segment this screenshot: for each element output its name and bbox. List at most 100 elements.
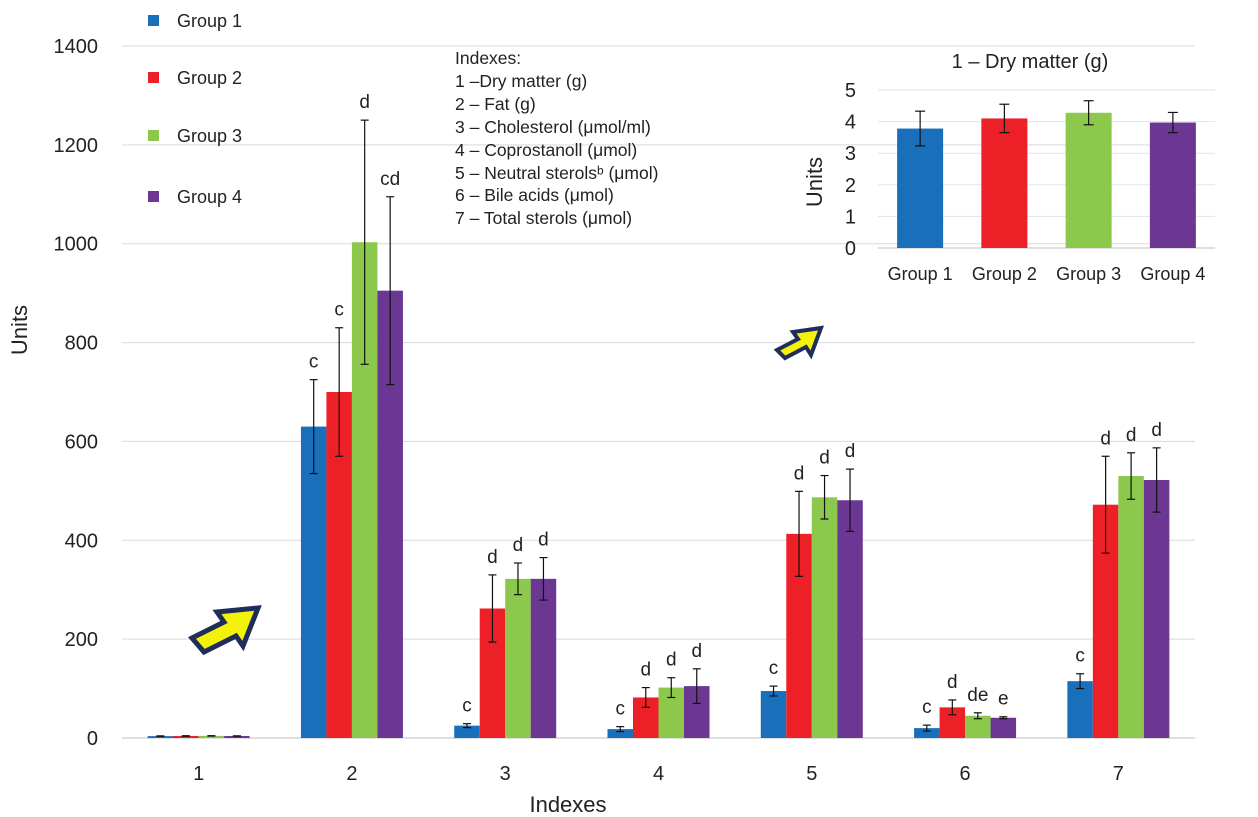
main-significance-letter: d [1126,425,1137,446]
legend-swatch [148,72,159,83]
main-significance-letter: e [998,689,1009,710]
inset-title: 1 – Dry matter (g) [952,51,1109,73]
main-significance-letter: c [462,696,472,717]
inset-y-axis-label: Units [802,157,827,207]
main-significance-letter: c [616,699,626,720]
main-bar [607,729,633,738]
main-significance-letter: c [334,300,344,321]
inset-bar [1149,122,1196,248]
index-key-entry-3: 3 – Cholesterol (μmol/ml) [455,116,651,137]
main-bar [837,500,863,738]
main-gridlines [122,45,1195,739]
inset-error-bars [915,100,1178,147]
main-y-tick-label: 200 [65,629,98,651]
inset-bar [981,118,1028,248]
legend-label: Group 2 [177,68,243,88]
main-bar [224,736,250,738]
main-significance-letter: c [769,658,779,679]
main-significance-letter: d [666,650,677,671]
legend-item-group-3: Group 3 [148,125,348,147]
index-key-heading: Indexes: [455,48,522,68]
inset-chart: 1 – Dry matter (g) 0 1 2 3 4 5 Group 1 Group 2… [802,51,1215,284]
inset-x-tick-label: Group 3 [1056,264,1121,284]
index-key-entry-6: 6 – Bile acids (μmol) [455,185,614,206]
main-x-tick-label: 7 [1113,763,1124,785]
legend-item-group-2: Group 2 [148,67,348,89]
main-bar [300,426,327,738]
main-bar [811,497,838,738]
inset-x-tick-label: Group 2 [972,264,1037,284]
main-significance-letter: cd [380,169,400,190]
inset-y-tick-label: 3 [845,143,856,165]
main-error-bars [156,119,1161,737]
main-significance-letter: d [691,641,702,662]
main-significance-letter: d [947,672,958,693]
legend-item-group-4: Group 4 [148,186,348,208]
main-y-tick-label: 1000 [54,234,99,256]
main-significance-letter: d [1151,420,1162,441]
inset-y-tick-label: 2 [845,175,856,197]
main-significance-letter: c [922,697,932,718]
inset-x-tick-label: Group 1 [888,264,953,284]
main-significance-letter: c [1075,646,1085,667]
main-bar [914,728,940,738]
main-y-axis-label: Units [7,305,32,355]
main-bar [1143,479,1170,738]
main-bar [530,578,557,738]
main-significance-letter: d [845,441,856,462]
main-y-tick-label: 600 [65,431,98,453]
inset-x-tick-label: Group 4 [1140,264,1205,284]
main-significance-letter: d [640,660,651,681]
index-key-entry-1: 1 –Dry matter (g) [455,70,588,91]
inset-bar [1065,112,1112,248]
main-significance-letter: d [513,535,524,556]
inset-y-tick-label: 5 [845,80,856,102]
main-y-tick-labels: 0 200 400 600 800 1000 1200 1400 [54,36,99,750]
index-key-entry-5: 5 – Neutral sterolsᵇ (μmol) [455,162,659,183]
arrow-icon [773,325,825,361]
main-y-tick-label: 1200 [54,135,99,157]
inset-bars [897,112,1196,248]
main-bar [198,735,225,738]
main-x-tick-label: 3 [500,763,511,785]
main-significance-letter: d [1100,428,1111,449]
main-x-tick-labels: 1 2 3 4 5 6 7 [193,763,1124,785]
arrow-icon [188,605,262,656]
main-significance-letter: c [309,352,319,373]
main-significance-letter: d [794,463,805,484]
main-y-tick-label: 400 [65,530,98,552]
main-bar [173,735,199,738]
legend-swatch [148,130,159,141]
main-significance-letter: d [487,547,498,568]
main-y-tick-label: 0 [87,728,98,750]
inset-y-tick-label: 1 [845,206,856,228]
inset-bar [897,128,944,248]
index-key-entry-7: 7 – Total sterols (μmol) [455,208,633,229]
main-significance-letter: d [538,530,549,551]
main-bar [1067,681,1093,738]
main-bar [990,717,1017,738]
inset-y-tick-labels: 0 1 2 3 4 5 [845,80,856,260]
main-x-tick-label: 5 [806,763,817,785]
inset-y-tick-label: 4 [845,112,856,134]
main-x-tick-label: 4 [653,763,664,785]
index-key-entry-2: 2 – Fat (g) [455,93,536,114]
legend-item-group-1: Group 1 [148,10,348,32]
main-x-axis-label: Indexes [529,792,606,817]
main-significance-letter: d [359,92,370,113]
main-bars [147,242,1170,738]
legend-label: Group 1 [177,11,243,31]
main-x-tick-label: 1 [193,763,204,785]
main-x-tick-label: 6 [960,763,971,785]
main-bar [965,715,991,738]
main-y-tick-label: 1400 [54,36,99,58]
main-bar [505,578,531,738]
index-key: Indexes: 1 –Dry matter (g) 2 – Fat (g) 3… [455,47,658,230]
main-significance-letter: de [967,685,988,706]
main-significance-letter: d [819,448,830,469]
main-y-tick-label: 800 [65,333,98,355]
main-bar [454,725,480,738]
inset-x-tick-labels: Group 1 Group 2 Group 3 Group 4 [888,264,1206,284]
inset-y-tick-label: 0 [845,238,856,260]
